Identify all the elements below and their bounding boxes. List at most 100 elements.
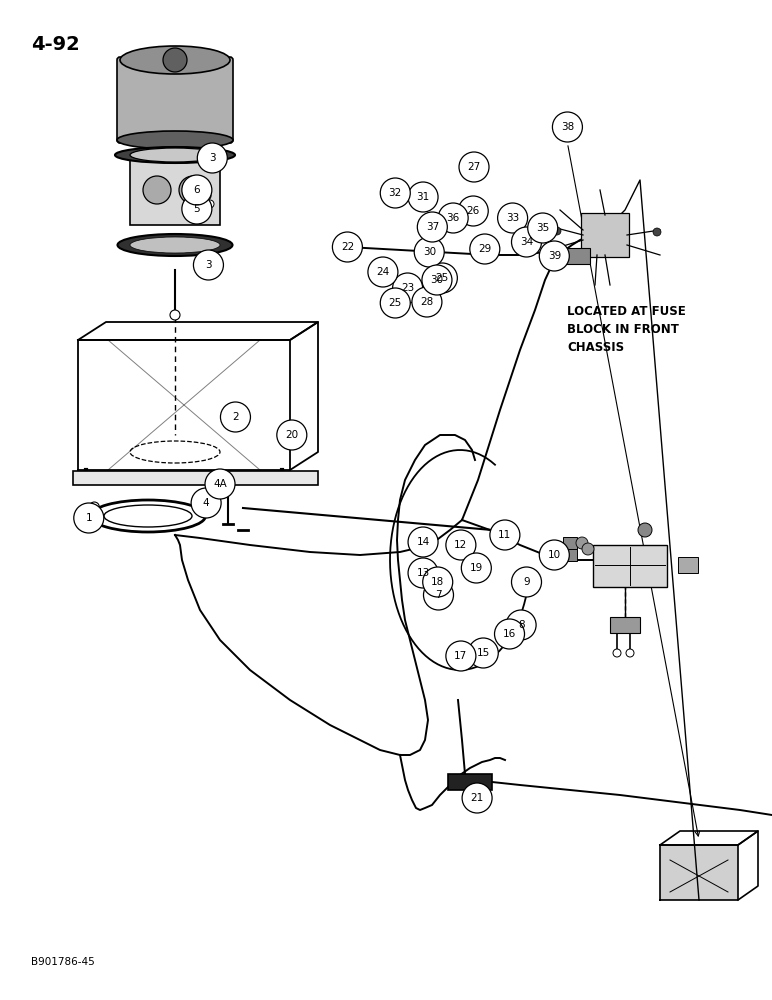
Circle shape <box>203 192 211 200</box>
Circle shape <box>555 243 563 251</box>
Circle shape <box>512 567 541 597</box>
Text: 7: 7 <box>435 590 442 600</box>
Text: 35: 35 <box>536 223 550 233</box>
Circle shape <box>540 241 569 271</box>
Circle shape <box>343 242 352 252</box>
Circle shape <box>469 638 498 668</box>
Circle shape <box>549 223 557 231</box>
Text: 9: 9 <box>523 577 530 587</box>
Text: 5: 5 <box>194 204 200 214</box>
Circle shape <box>381 178 410 208</box>
Text: 10: 10 <box>547 550 561 560</box>
Text: 20: 20 <box>285 430 299 440</box>
Circle shape <box>459 152 489 182</box>
Circle shape <box>182 194 212 224</box>
Text: 18: 18 <box>431 577 445 587</box>
FancyBboxPatch shape <box>593 545 667 587</box>
Circle shape <box>74 503 103 533</box>
Text: 21: 21 <box>470 793 484 803</box>
Text: 15: 15 <box>476 648 490 658</box>
Circle shape <box>638 523 652 537</box>
Circle shape <box>576 537 588 549</box>
Text: 30: 30 <box>422 247 436 257</box>
Circle shape <box>446 641 476 671</box>
Circle shape <box>459 196 488 226</box>
Circle shape <box>613 649 621 657</box>
Text: 8: 8 <box>518 620 524 630</box>
Text: 17: 17 <box>454 651 468 661</box>
Circle shape <box>490 520 520 550</box>
Circle shape <box>446 530 476 560</box>
Ellipse shape <box>130 148 220 162</box>
Circle shape <box>528 213 557 243</box>
Circle shape <box>90 520 100 530</box>
Circle shape <box>512 227 541 257</box>
Text: 31: 31 <box>416 192 430 202</box>
Circle shape <box>221 402 250 432</box>
Circle shape <box>582 543 594 555</box>
Text: 14: 14 <box>416 537 430 547</box>
Text: B901786-45: B901786-45 <box>31 957 95 967</box>
FancyBboxPatch shape <box>117 57 233 143</box>
FancyBboxPatch shape <box>678 557 698 573</box>
FancyBboxPatch shape <box>610 617 640 633</box>
Circle shape <box>277 420 306 450</box>
Circle shape <box>381 288 410 318</box>
Text: 26: 26 <box>466 206 480 216</box>
FancyBboxPatch shape <box>130 155 220 225</box>
Circle shape <box>462 553 491 583</box>
Circle shape <box>653 228 661 236</box>
FancyBboxPatch shape <box>448 774 492 790</box>
Circle shape <box>408 558 438 588</box>
Text: 1: 1 <box>86 513 92 523</box>
FancyBboxPatch shape <box>563 537 577 549</box>
FancyBboxPatch shape <box>563 549 577 561</box>
Text: 25: 25 <box>388 298 402 308</box>
Text: 22: 22 <box>340 242 354 252</box>
Circle shape <box>423 567 452 597</box>
Circle shape <box>495 619 524 649</box>
Circle shape <box>191 488 221 518</box>
Text: 12: 12 <box>454 540 468 550</box>
Text: 23: 23 <box>401 283 415 293</box>
Text: 3: 3 <box>205 260 212 270</box>
Text: 11: 11 <box>498 530 512 540</box>
Circle shape <box>418 212 447 242</box>
Ellipse shape <box>115 147 235 163</box>
Circle shape <box>170 310 180 320</box>
Text: 37: 37 <box>425 222 439 232</box>
Circle shape <box>412 287 442 317</box>
Circle shape <box>424 580 453 610</box>
Text: 4A: 4A <box>213 479 227 489</box>
Text: 13: 13 <box>416 568 430 578</box>
Text: 4-92: 4-92 <box>31 35 80 54</box>
Circle shape <box>553 227 561 235</box>
Circle shape <box>205 469 235 499</box>
Circle shape <box>333 232 362 262</box>
Text: 30: 30 <box>430 275 444 285</box>
FancyBboxPatch shape <box>660 845 738 900</box>
Ellipse shape <box>130 237 220 253</box>
Circle shape <box>90 502 100 512</box>
FancyBboxPatch shape <box>581 213 629 257</box>
Text: 38: 38 <box>560 122 574 132</box>
Text: 3: 3 <box>209 153 215 163</box>
Circle shape <box>506 610 536 640</box>
FancyBboxPatch shape <box>73 471 318 485</box>
Text: 34: 34 <box>520 237 533 247</box>
Ellipse shape <box>117 131 233 149</box>
Text: 29: 29 <box>478 244 492 254</box>
Circle shape <box>470 234 499 264</box>
Circle shape <box>179 176 207 204</box>
Circle shape <box>415 237 444 267</box>
Circle shape <box>163 48 187 72</box>
Text: 32: 32 <box>388 188 402 198</box>
Circle shape <box>422 265 452 295</box>
Text: 16: 16 <box>503 629 516 639</box>
Ellipse shape <box>120 46 230 74</box>
Circle shape <box>540 540 569 570</box>
Circle shape <box>206 200 214 208</box>
Text: 25: 25 <box>435 273 449 283</box>
Text: LOCATED AT FUSE
BLOCK IN FRONT
CHASSIS: LOCATED AT FUSE BLOCK IN FRONT CHASSIS <box>567 305 686 354</box>
Circle shape <box>428 263 457 293</box>
